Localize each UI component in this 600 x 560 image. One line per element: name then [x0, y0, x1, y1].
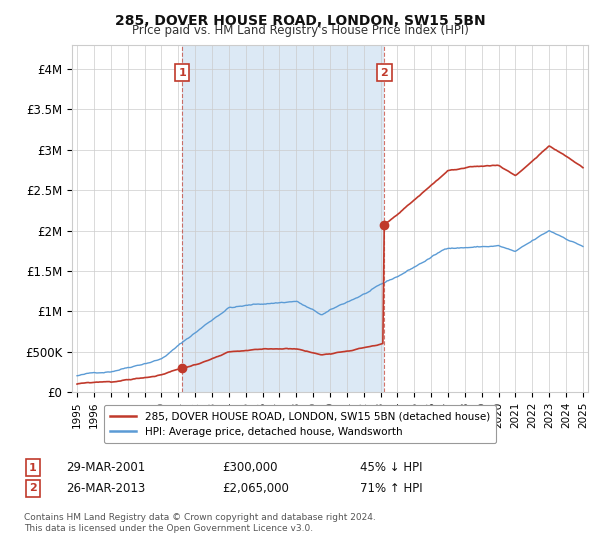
Text: £300,000: £300,000: [222, 461, 277, 474]
Text: 2: 2: [29, 483, 37, 493]
Bar: [182, 45, 385, 392]
Text: 71% ↑ HPI: 71% ↑ HPI: [360, 482, 422, 495]
Text: 26-MAR-2013: 26-MAR-2013: [66, 482, 145, 495]
Text: 29-MAR-2001: 29-MAR-2001: [66, 461, 145, 474]
Text: This data is licensed under the Open Government Licence v3.0.: This data is licensed under the Open Gov…: [24, 524, 313, 533]
Text: 285, DOVER HOUSE ROAD, LONDON, SW15 5BN: 285, DOVER HOUSE ROAD, LONDON, SW15 5BN: [115, 14, 485, 28]
Text: Contains HM Land Registry data © Crown copyright and database right 2024.: Contains HM Land Registry data © Crown c…: [24, 513, 376, 522]
Text: Price paid vs. HM Land Registry's House Price Index (HPI): Price paid vs. HM Land Registry's House …: [131, 24, 469, 37]
Legend: 285, DOVER HOUSE ROAD, LONDON, SW15 5BN (detached house), HPI: Average price, de: 285, DOVER HOUSE ROAD, LONDON, SW15 5BN …: [104, 405, 496, 443]
Text: 2: 2: [380, 68, 388, 78]
Text: 1: 1: [29, 463, 37, 473]
Text: 45% ↓ HPI: 45% ↓ HPI: [360, 461, 422, 474]
Text: 1: 1: [178, 68, 186, 78]
Text: £2,065,000: £2,065,000: [222, 482, 289, 495]
